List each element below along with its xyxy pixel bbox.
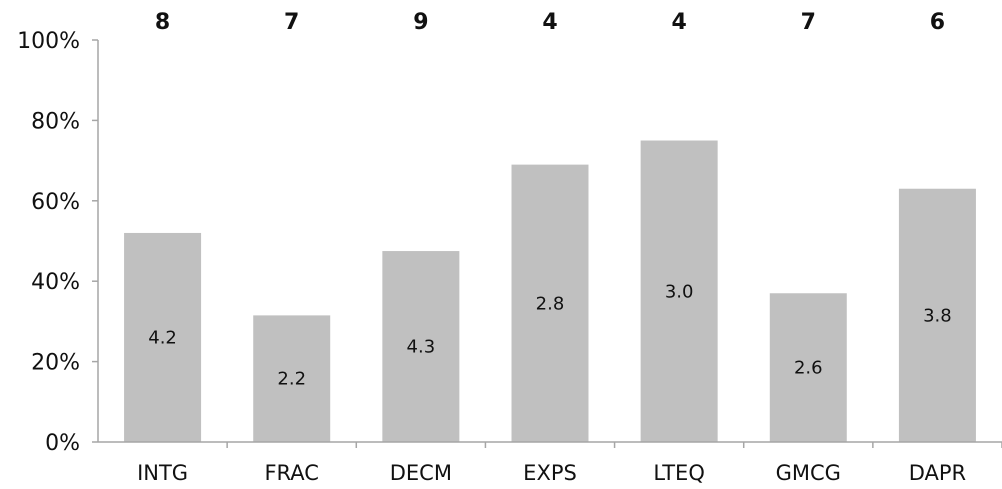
y-tick-label: 60% [31, 190, 80, 215]
count-label: 8 [155, 10, 170, 35]
bars-group [124, 140, 976, 442]
bar-value-label: 2.8 [536, 293, 565, 314]
x-category-label: EXPS [523, 461, 577, 485]
x-category-label: GMCG [776, 461, 841, 485]
count-label: 6 [930, 10, 945, 35]
bar-dapr [898, 188, 976, 442]
y-tick-label: 20% [31, 351, 80, 376]
x-category-label: DECM [390, 461, 452, 485]
bar-frac [253, 315, 331, 442]
count-label: 4 [671, 10, 686, 35]
count-label: 4 [542, 10, 557, 35]
bar-value-label: 3.0 [665, 281, 694, 302]
labels-group: 0% 20% 40% 60% 80% 100% INTG 8 4.2 FRAC 7 2.2 DECM 9 4… [17, 10, 966, 485]
bar-lteq [640, 140, 718, 442]
bar-intg [124, 232, 202, 442]
count-label: 9 [413, 10, 428, 35]
count-label: 7 [284, 10, 299, 35]
bar-decm [382, 251, 460, 442]
y-tick-label: 0% [45, 431, 80, 456]
bar-value-label: 3.8 [923, 305, 952, 326]
bar-value-label: 4.2 [148, 327, 177, 348]
bar-value-label: 2.2 [277, 369, 306, 390]
bar-value-label: 2.6 [794, 358, 823, 379]
x-category-label: DAPR [909, 461, 966, 485]
count-label: 7 [801, 10, 816, 35]
bar-gmcg [769, 293, 847, 442]
y-tick-label: 100% [17, 29, 80, 54]
bar-exps [511, 164, 589, 442]
axes-group [92, 39, 1002, 448]
x-category-label: FRAC [264, 461, 318, 485]
y-tick-label: 80% [31, 109, 80, 134]
y-tick-label: 40% [31, 270, 80, 295]
x-category-label: LTEQ [653, 461, 704, 485]
bar-value-label: 4.3 [407, 337, 436, 358]
x-category-label: INTG [137, 461, 188, 485]
